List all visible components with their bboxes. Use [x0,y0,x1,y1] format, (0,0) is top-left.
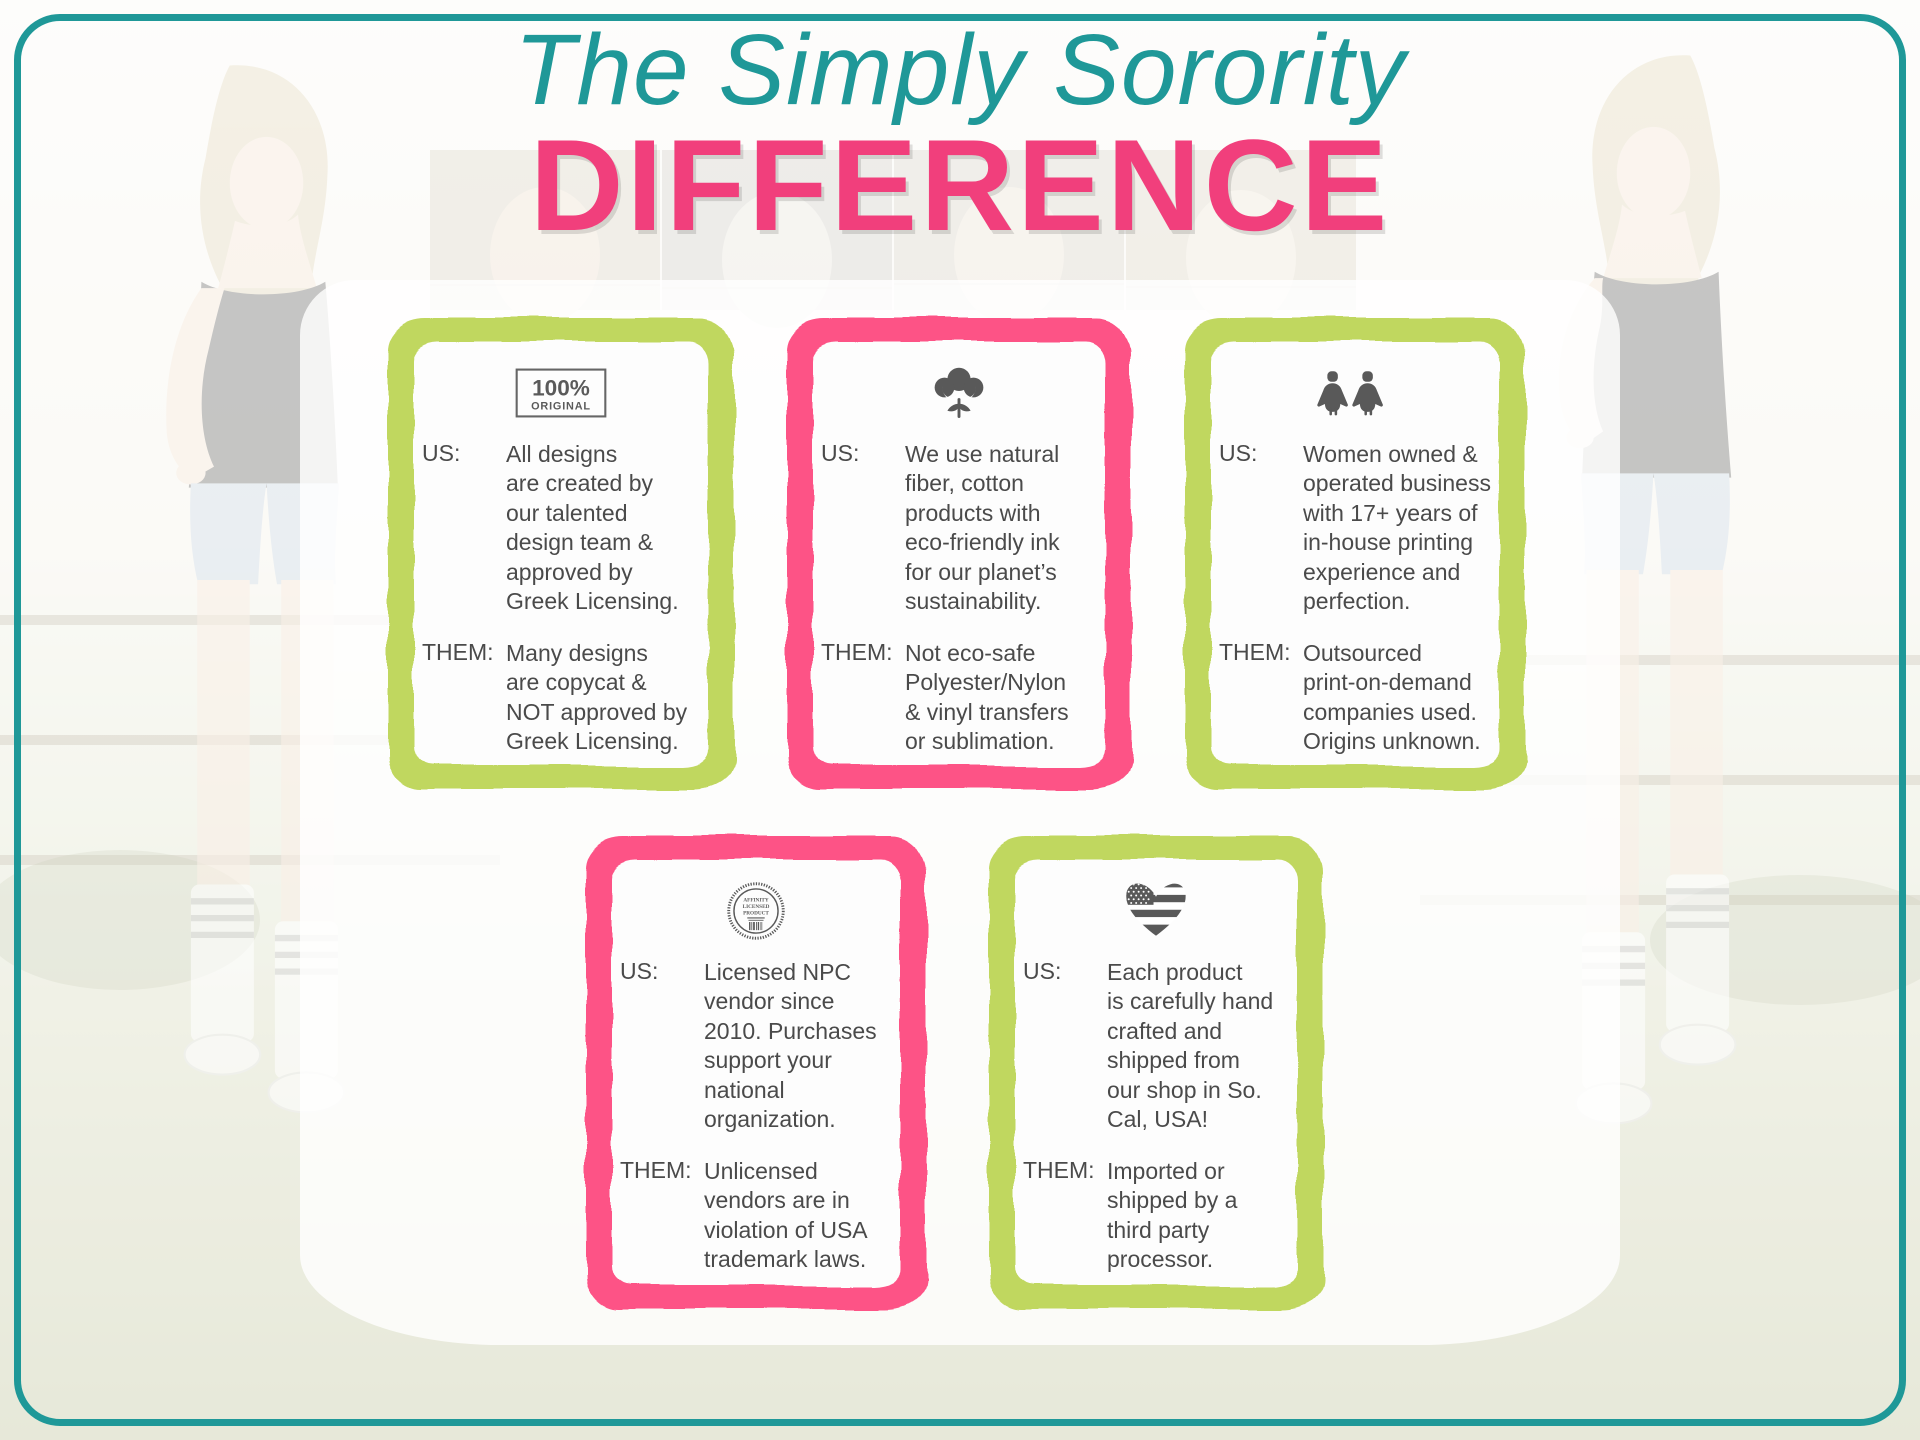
svg-text:100%: 100% [532,376,590,401]
svg-text:ORIGINAL: ORIGINAL [531,401,591,413]
svg-text:LICENSED: LICENSED [743,904,770,910]
svg-text:AFFINITY: AFFINITY [743,898,768,904]
svg-text:PRODUCT: PRODUCT [743,910,769,916]
